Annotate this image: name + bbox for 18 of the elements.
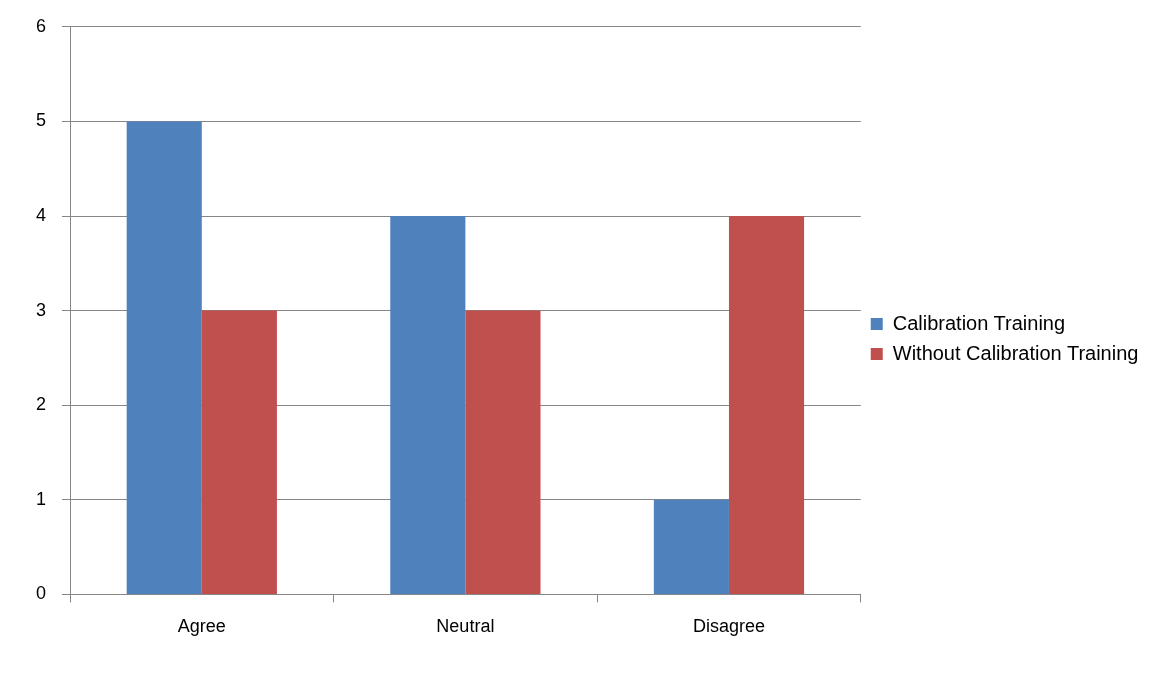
bar: [390, 216, 466, 594]
y-tick-label: 5: [36, 110, 47, 131]
x-tick-label: Agree: [177, 616, 226, 637]
bar: [465, 310, 541, 594]
y-tick-label: 6: [36, 15, 47, 36]
bar: [728, 216, 805, 594]
y-tick-label: 3: [36, 299, 47, 320]
bar: [126, 121, 202, 594]
y-tick-label: 0: [36, 583, 47, 604]
y-tick-label: 2: [36, 394, 47, 415]
legend-label: Without Calibration Training: [892, 341, 1139, 364]
bar: [201, 310, 277, 594]
x-tick-label: Neutral: [436, 616, 495, 637]
y-tick-label: 4: [36, 204, 47, 225]
bar: [653, 499, 729, 594]
y-tick-label: 1: [36, 488, 47, 509]
x-tick-label: Disagree: [692, 616, 765, 637]
legend-label: Calibration Training: [892, 311, 1066, 334]
